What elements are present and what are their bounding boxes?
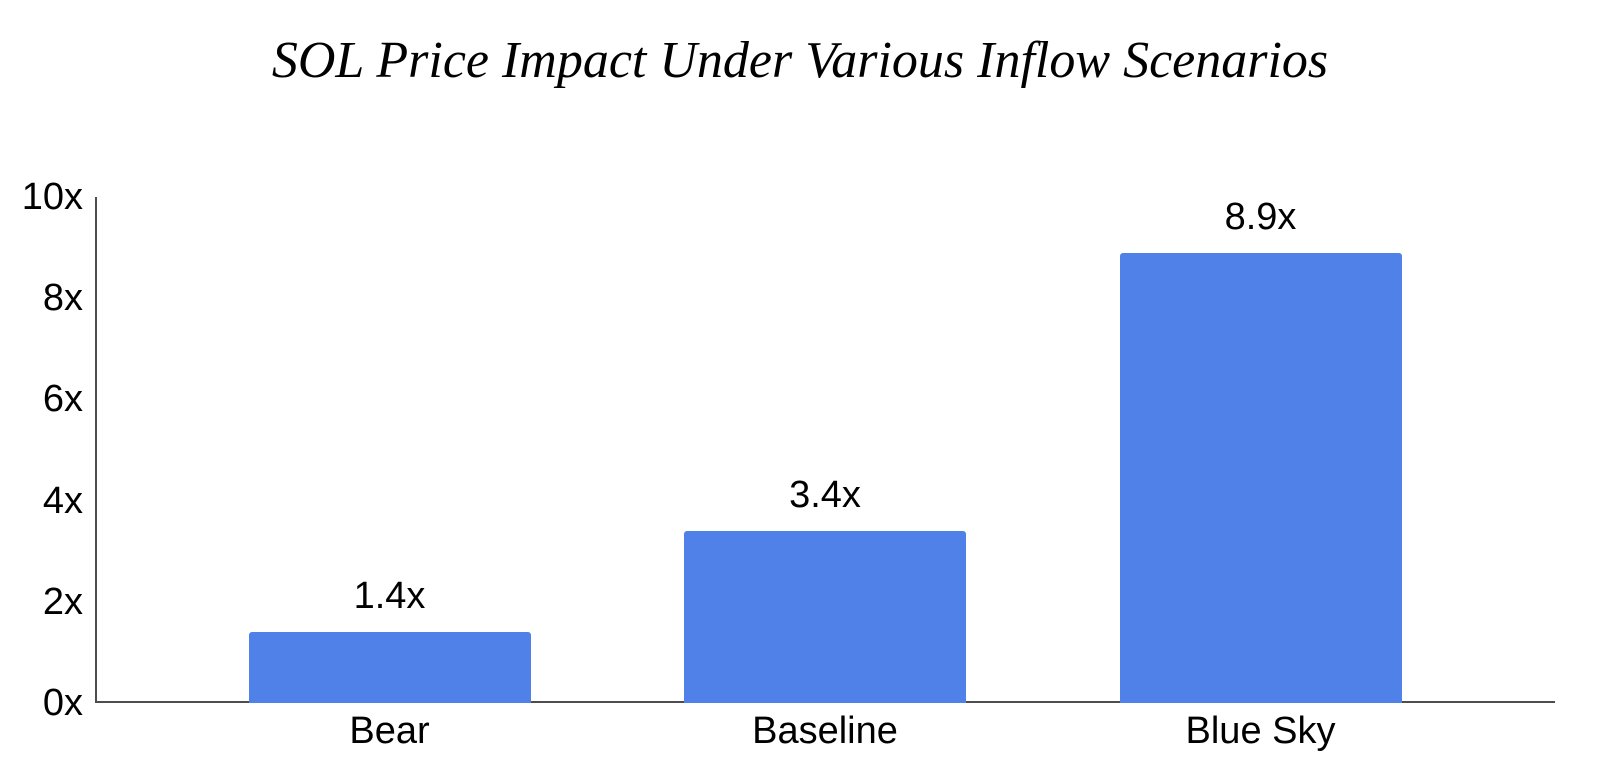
y-tick-label: 4x — [42, 479, 83, 522]
bar-value-label-baseline: 3.4x — [789, 473, 861, 516]
y-tick-label: 2x — [42, 580, 83, 623]
y-tick-label: 0x — [42, 682, 83, 724]
x-category-label-baseline: Baseline — [752, 710, 898, 752]
x-category-label-bear: Bear — [349, 710, 430, 752]
bar-bear — [248, 632, 531, 703]
chart-title: SOL Price Impact Under Various Inflow Sc… — [271, 32, 1329, 89]
y-axis-line — [95, 197, 97, 703]
bar-chart-plot-area: 0x 2x 4x 6x 8x 10x 1.4x Bear 3.4x Baseline 8.9x Bl… — [22, 177, 1555, 751]
bar-blue-sky — [1119, 252, 1402, 703]
y-tick-label: 6x — [42, 378, 83, 421]
bar-value-label-blue-sky: 8.9x — [1224, 195, 1297, 238]
bar-value-label-bear: 1.4x — [353, 575, 426, 618]
y-tick-label: 10x — [21, 176, 83, 218]
y-tick-label: 8x — [42, 277, 83, 320]
bar-baseline — [684, 530, 966, 703]
x-category-label-blue-sky: Blue Sky — [1185, 710, 1336, 752]
